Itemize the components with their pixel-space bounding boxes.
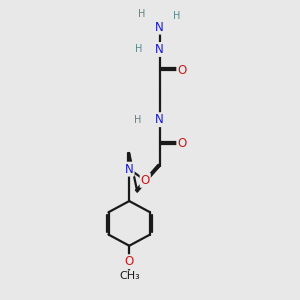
Text: N: N bbox=[125, 163, 134, 176]
Text: N: N bbox=[155, 21, 164, 34]
Text: H: H bbox=[173, 11, 181, 21]
Text: O: O bbox=[124, 255, 134, 268]
Text: O: O bbox=[177, 64, 187, 77]
Text: H: H bbox=[138, 9, 146, 20]
Text: O: O bbox=[177, 137, 187, 150]
Text: CH₃: CH₃ bbox=[119, 271, 140, 281]
Text: H: H bbox=[135, 44, 142, 55]
Text: N: N bbox=[155, 43, 164, 56]
Text: N: N bbox=[155, 113, 164, 126]
Text: O: O bbox=[141, 174, 150, 187]
Text: H: H bbox=[134, 115, 141, 125]
